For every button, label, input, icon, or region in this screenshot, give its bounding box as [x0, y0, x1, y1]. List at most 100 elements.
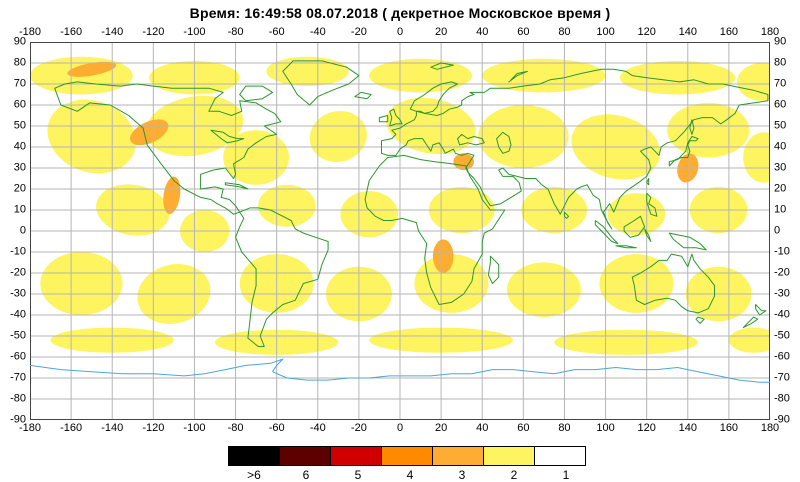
longitude-tick-top: -80: [227, 26, 244, 38]
latitude-tick-right: -10: [774, 245, 790, 258]
great-lakes-outline: [210, 129, 245, 144]
longitude-tick-top: 180: [760, 26, 780, 38]
latitude-tick-right: 50: [774, 119, 787, 132]
disturbance-region-level-3: [453, 153, 475, 171]
disturbance-region-level-2: [482, 58, 606, 93]
longitude-tick-bottom: 0: [396, 422, 404, 434]
coastline-new-guinea: [668, 232, 707, 251]
longitude-tick-top: 100: [596, 26, 615, 38]
longitude-tick-top: 120: [637, 26, 656, 38]
latitude-tick-right: 70: [774, 77, 787, 90]
latitude-tick-right: -80: [774, 392, 790, 405]
disturbance-region-level-2: [258, 184, 316, 227]
longitude-tick-top: -140: [101, 26, 124, 38]
legend-color-box-3: [330, 446, 382, 466]
coastline-taiwan: [646, 178, 650, 186]
map-title: Время: 16:49:58 08.07.2018 ( декретное М…: [189, 5, 611, 21]
coastline-iceland: [354, 91, 372, 100]
coastline-great-britain: [389, 108, 403, 127]
coastline-sulawesi: [644, 228, 652, 242]
longitude-tick-top: -120: [142, 26, 165, 38]
disturbance-region-level-2: [737, 63, 770, 101]
disturbance-region-level-2: [47, 99, 136, 174]
latitude-tick-left: 0: [19, 224, 26, 237]
longitude-tick-bottom: 20: [434, 422, 448, 434]
coastline-sri-lanka: [563, 211, 570, 219]
longitude-tick-bottom: -100: [183, 422, 206, 434]
caspian-sea-outline: [496, 131, 512, 154]
longitude-tick-top: 0: [396, 26, 404, 38]
longitude-tick-top: -160: [60, 26, 83, 38]
longitude-tick-top: 80: [558, 26, 571, 38]
legend-color-box-2: [279, 446, 331, 466]
longitude-tick-bottom: -140: [101, 422, 124, 434]
longitude-tick-top: 20: [434, 26, 448, 38]
legend-value-label: 1: [562, 468, 570, 482]
coastline-novaya-zemlya: [508, 70, 528, 83]
latitude-tick-left: 30: [13, 161, 26, 174]
latitude-tick-left: 80: [13, 56, 26, 69]
longitude-tick-top: 160: [719, 26, 739, 38]
legend-color-box-7: [534, 446, 586, 466]
legend-value-label: 3: [458, 468, 466, 482]
disturbance-region-level-3: [67, 61, 117, 77]
longitude-tick-bottom: -180: [18, 422, 42, 434]
latitude-tick-left: -30: [10, 287, 26, 300]
coastline-eurasia: [381, 68, 769, 230]
longitude-tick-bottom: 120: [637, 422, 656, 434]
coastline-australia: [631, 253, 715, 314]
longitude-tick-top: -60: [268, 26, 285, 38]
longitude-tick-bottom: 140: [678, 422, 697, 434]
latitude-tick-left: 60: [13, 98, 26, 111]
longitude-tick-top: -180: [18, 26, 42, 38]
coastline-antarctica: [30, 358, 770, 383]
longitude-tick-top: -40: [309, 26, 326, 38]
disturbance-region-level-2: [607, 193, 666, 236]
coastline-tasmania: [695, 316, 705, 324]
latitude-tick-right: 0: [774, 224, 781, 237]
latitude-tick-right: -90: [774, 413, 790, 426]
coastline-south-america: [235, 207, 329, 347]
disturbance-region-level-3: [432, 239, 454, 273]
latitude-tick-left: -40: [10, 308, 26, 321]
coastline-north-america: [54, 81, 282, 215]
longitude-tick-top: 40: [476, 26, 489, 38]
latitude-tick-right: -30: [774, 287, 790, 300]
legend-color-box-6: [483, 446, 535, 466]
longitude-tick-bottom: 100: [596, 422, 615, 434]
latitude-tick-left: -70: [10, 371, 26, 384]
disturbance-region-level-2: [223, 130, 289, 185]
longitude-tick-bottom: -160: [60, 422, 83, 434]
disturbance-region-level-3: [163, 176, 181, 215]
map-plot: [30, 42, 770, 420]
legend-value-label: 5: [354, 468, 362, 482]
legend-value-label: >6: [247, 468, 261, 482]
disturbance-region-level-2: [619, 60, 736, 95]
latitude-tick-right: 20: [774, 182, 787, 195]
legend-value-label: 4: [406, 468, 414, 482]
longitude-tick-top: 140: [678, 26, 697, 38]
longitude-tick-bottom: -40: [309, 422, 326, 434]
legend-color-box-5: [432, 446, 484, 466]
legend-value-label: 2: [510, 468, 518, 482]
coastline-borneo: [623, 215, 646, 238]
longitude-tick-bottom: -120: [142, 422, 165, 434]
disturbance-region-level-2: [40, 252, 123, 315]
latitude-tick-right: 40: [774, 140, 787, 153]
longitude-tick-top: 60: [517, 26, 530, 38]
latitude-tick-right: 30: [774, 161, 787, 174]
longitude-tick-bottom: 40: [476, 422, 489, 434]
latitude-tick-left: 70: [13, 77, 26, 90]
latitude-tick-right: -60: [774, 350, 790, 363]
latitude-tick-right: -20: [774, 266, 790, 279]
longitude-tick-bottom: 160: [719, 422, 739, 434]
world-map: [30, 42, 770, 420]
legend-scale: [228, 446, 586, 466]
disturbance-region-level-2: [340, 191, 399, 238]
coastline-philippines: [646, 192, 658, 217]
latitude-tick-left: -10: [10, 245, 26, 258]
latitude-tick-left: -80: [10, 392, 26, 405]
legend-value-label: 6: [302, 468, 310, 482]
legend-color-box-1: [228, 446, 280, 466]
coastline-ireland: [378, 115, 389, 123]
